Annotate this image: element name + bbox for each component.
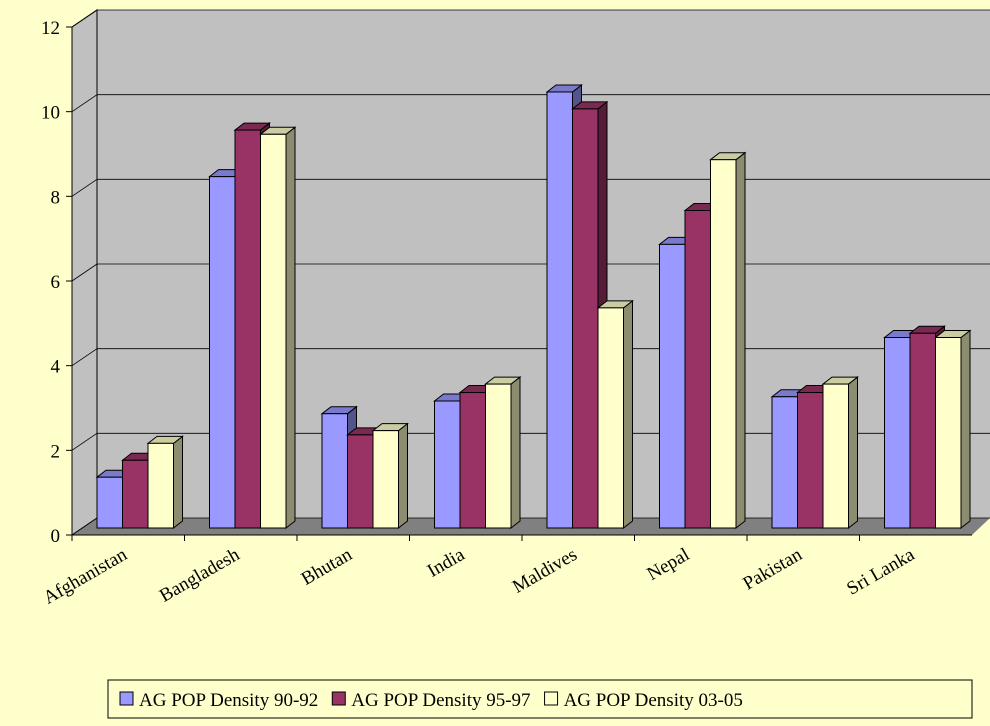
bar-side <box>173 435 183 530</box>
bar-side <box>960 329 971 530</box>
bar-side <box>735 151 746 530</box>
grid-line <box>71 263 98 282</box>
bar-front <box>434 400 461 529</box>
bar-front <box>122 459 149 529</box>
x-tick-label: Nepal <box>643 544 693 585</box>
bar <box>596 299 634 530</box>
grid-line <box>71 433 98 451</box>
bar <box>371 422 409 530</box>
grid-line <box>71 348 98 366</box>
bar-front <box>597 307 624 529</box>
grid-line <box>71 94 98 112</box>
legend <box>107 679 973 719</box>
legend-label: AG POP Density 03-05 <box>564 690 743 711</box>
x-tick-label: Pakistan <box>739 544 806 595</box>
bar-front <box>459 392 486 529</box>
bar-side <box>510 376 521 530</box>
bar-front <box>771 396 798 529</box>
y-tick-label: 10 <box>41 103 60 124</box>
bar-front <box>147 442 174 529</box>
bar-front <box>797 392 824 529</box>
legend-swatch <box>119 691 134 706</box>
legend-swatch <box>544 691 559 706</box>
bar-front <box>372 430 399 529</box>
grid-line <box>71 179 98 197</box>
y-tick-label: 8 <box>51 187 61 208</box>
y-tick-label: 4 <box>51 357 61 378</box>
grid-line <box>71 517 98 536</box>
x-tick-label: Bangladesh <box>156 544 244 607</box>
x-tick-label: Afghanistan <box>40 544 131 609</box>
bar-front <box>260 133 287 529</box>
bar <box>709 151 747 530</box>
bar-front <box>209 176 236 529</box>
bar-front <box>96 476 123 529</box>
bar <box>821 376 859 530</box>
bar <box>259 126 297 530</box>
bar-front <box>546 91 573 529</box>
bar-front <box>684 210 711 529</box>
y-tick-label: 12 <box>41 18 60 39</box>
bar-front <box>659 243 686 529</box>
y-tick-label: 2 <box>51 441 61 462</box>
bar-side <box>848 376 858 530</box>
legend-label: AG POP Density 95-97 <box>351 690 530 711</box>
bar <box>484 376 522 530</box>
y-tick-label: 6 <box>51 272 61 293</box>
grid-line <box>71 9 98 28</box>
floor <box>72 518 990 535</box>
bar-front <box>710 159 737 529</box>
bar-front <box>909 332 936 529</box>
bar-side <box>623 299 633 530</box>
bar <box>146 435 184 530</box>
bar-front <box>347 434 374 529</box>
legend-label: AG POP Density 90-92 <box>139 690 318 711</box>
bar-front <box>822 383 849 529</box>
bar <box>934 329 972 530</box>
bar-front <box>485 383 512 529</box>
bar-front <box>234 129 261 529</box>
bar-front <box>572 108 599 529</box>
x-tick-label: India <box>424 544 469 582</box>
x-tick-label: Sri Lanka <box>843 544 918 600</box>
bar-front <box>935 337 962 529</box>
x-tick-label: Maldives <box>509 544 581 598</box>
legend-swatch <box>331 691 346 706</box>
x-tick-label: Bhutan <box>298 544 356 590</box>
bar-front <box>884 337 911 529</box>
bar-side <box>285 126 296 530</box>
bar-front <box>321 413 348 529</box>
bar-side <box>398 422 408 530</box>
y-tick-label: 0 <box>51 526 61 547</box>
